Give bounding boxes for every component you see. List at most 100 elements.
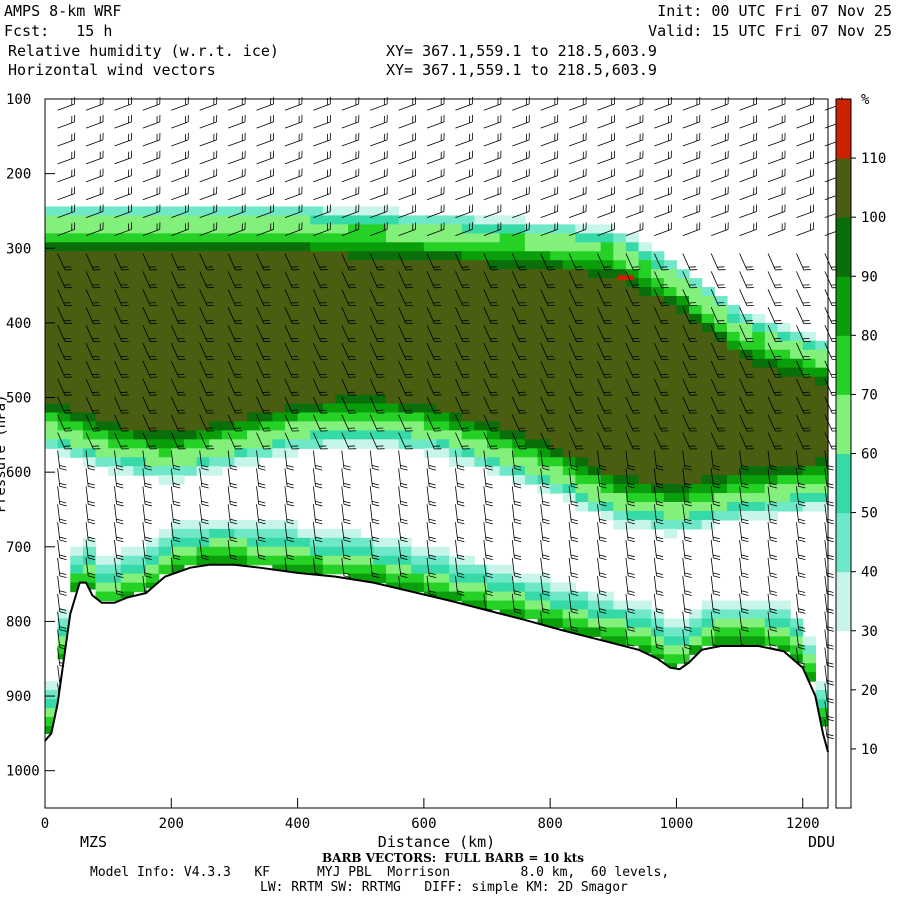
rh-cell <box>95 439 109 449</box>
rh-cell <box>310 322 324 333</box>
colorbar-swatch <box>836 571 851 632</box>
rh-cell <box>108 403 122 414</box>
rh-cell <box>335 367 349 378</box>
rh-cell <box>360 385 374 396</box>
rh-cell <box>196 349 210 360</box>
rh-cell <box>322 403 337 414</box>
wind-barb <box>597 150 615 165</box>
rh-cell <box>663 663 678 669</box>
rh-cell <box>57 233 71 243</box>
rh-cell <box>764 484 779 494</box>
rh-cell <box>373 269 387 279</box>
rh-cell <box>752 627 766 637</box>
rh-cell <box>752 421 766 431</box>
rh-cell <box>600 394 614 405</box>
rh-cell <box>423 448 438 458</box>
rh-cell <box>360 304 374 315</box>
rh-cell <box>221 260 236 270</box>
rh-cell <box>512 269 526 279</box>
rh-cell <box>600 484 614 494</box>
rh-cell <box>120 466 135 476</box>
rh-cell <box>512 296 526 306</box>
rh-cell <box>600 609 614 620</box>
rh-cell <box>575 618 589 628</box>
rh-cell <box>411 340 425 351</box>
wind-barb <box>199 150 218 165</box>
rh-cell <box>638 519 652 530</box>
wind-barb <box>682 557 692 578</box>
rh-cell <box>335 528 349 539</box>
wind-barb <box>682 289 698 307</box>
wind-barb <box>739 222 758 236</box>
rh-cell <box>651 448 665 458</box>
rh-cell <box>600 627 614 637</box>
rh-cell <box>247 439 261 449</box>
rh-cell <box>82 537 97 548</box>
wind-barb <box>796 522 806 543</box>
rh-cell <box>234 555 248 566</box>
wind-barb <box>483 396 499 414</box>
rh-cell <box>322 349 337 360</box>
rh-cell <box>562 322 577 333</box>
rh-cell <box>752 484 766 494</box>
wind-barb <box>540 504 550 525</box>
rh-cell <box>537 233 551 243</box>
wind-barb <box>369 271 385 289</box>
wind-barb <box>142 324 158 342</box>
rh-cell <box>726 385 741 396</box>
rh-cell <box>499 564 513 575</box>
rh-cell <box>663 493 678 503</box>
rh-cell <box>663 654 678 664</box>
wind-barb <box>370 168 388 183</box>
wind-barb <box>540 342 556 360</box>
rh-cell <box>714 331 728 342</box>
rh-cell <box>348 331 362 342</box>
cross-section-coords-1: XY= 367.1,559.1 to 218.5,603.9 <box>386 42 657 60</box>
rh-cell <box>221 367 236 378</box>
rh-cell <box>726 466 741 476</box>
wind-barb <box>142 504 152 525</box>
wind-barb <box>710 396 726 414</box>
rh-cell <box>158 403 172 414</box>
wind-barb <box>57 468 67 489</box>
wind-barb <box>739 360 754 378</box>
wind-barb <box>767 204 786 219</box>
wind-barb <box>426 540 437 561</box>
rh-cell <box>423 421 438 431</box>
rh-cell <box>600 510 614 521</box>
rh-cell <box>537 403 551 414</box>
rh-cell <box>663 457 678 467</box>
rh-cell <box>701 313 715 324</box>
rh-cell <box>284 448 299 458</box>
rh-cell <box>562 260 577 270</box>
rh-cell <box>701 385 715 396</box>
wind-barb <box>625 450 635 471</box>
rh-cell <box>550 591 564 602</box>
rh-cell <box>524 304 539 315</box>
rh-cell <box>752 448 766 458</box>
rh-cell <box>348 215 362 225</box>
rh-cell <box>512 242 526 252</box>
rh-cell <box>284 376 299 387</box>
colorbar-swatch <box>836 748 851 809</box>
rh-cell <box>777 349 791 360</box>
rh-cell <box>247 412 261 423</box>
rh-cell <box>310 215 324 225</box>
wind-barb <box>256 432 271 450</box>
rh-cell <box>487 600 501 611</box>
rh-cell <box>726 358 741 369</box>
wind-barb <box>653 629 664 650</box>
wind-barb <box>256 222 274 236</box>
wind-barb <box>256 204 274 219</box>
rh-cell <box>777 457 791 467</box>
wind-barb <box>512 186 530 201</box>
rh-cell <box>196 313 210 324</box>
wind-barb <box>767 186 786 201</box>
rh-cell <box>663 260 678 270</box>
rh-cell <box>133 331 147 342</box>
rh-cell <box>133 340 147 351</box>
rh-cell <box>398 376 412 387</box>
rh-cell <box>348 564 362 575</box>
rh-cell <box>625 251 640 261</box>
wind-barb <box>767 307 783 325</box>
